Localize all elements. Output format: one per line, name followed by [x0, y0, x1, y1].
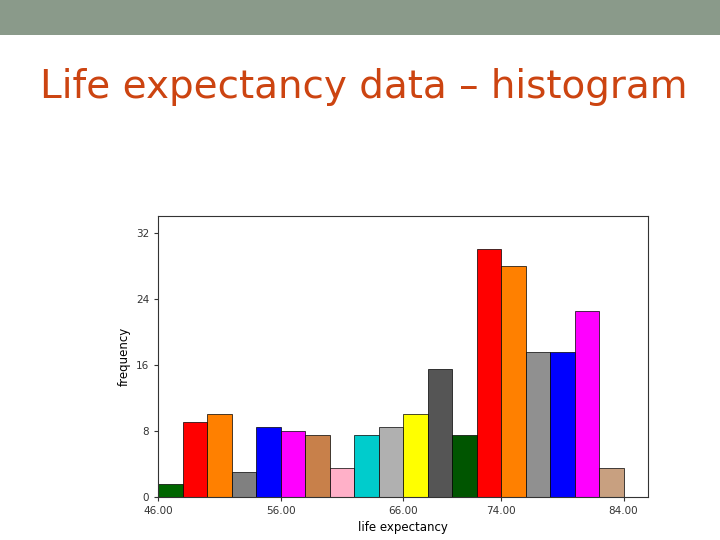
Bar [403, 414, 428, 497]
Bar [305, 435, 330, 497]
Bar [501, 266, 526, 497]
Bar [379, 427, 403, 497]
Bar [526, 352, 550, 497]
Bar [599, 468, 624, 497]
Bar [232, 472, 256, 497]
Y-axis label: frequency: frequency [117, 327, 130, 386]
Bar [452, 435, 477, 497]
Bar [477, 249, 501, 497]
Bar [183, 422, 207, 497]
Bar [207, 414, 232, 497]
Text: Life expectancy data – histogram: Life expectancy data – histogram [40, 68, 687, 105]
Bar [354, 435, 379, 497]
Bar [281, 431, 305, 497]
Bar [330, 468, 354, 497]
Bar [158, 484, 183, 497]
Bar [550, 352, 575, 497]
Bar [575, 311, 599, 497]
Bar [256, 427, 281, 497]
Bar [428, 369, 452, 497]
X-axis label: life expectancy: life expectancy [359, 522, 448, 535]
